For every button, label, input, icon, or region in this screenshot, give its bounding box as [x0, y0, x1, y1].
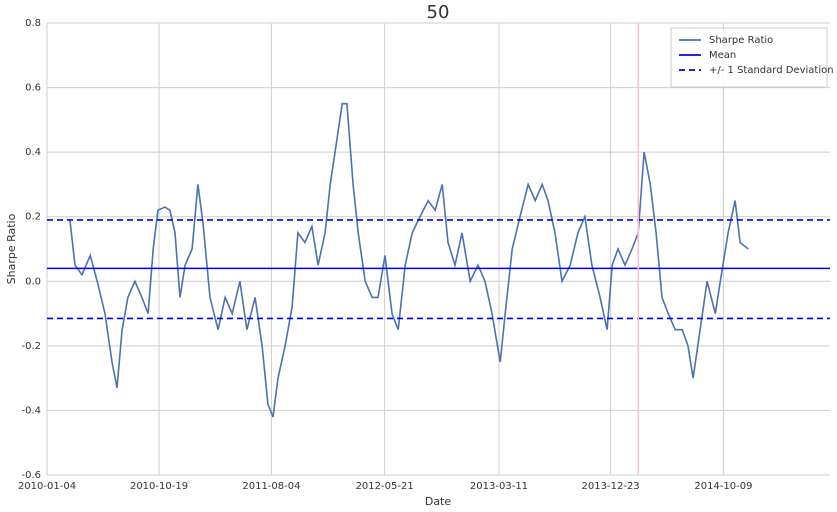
legend-box	[670, 27, 828, 88]
legend-label: Mean	[709, 50, 736, 61]
y-tick-label: 0.8	[25, 18, 41, 29]
x-tick-label: 2011-08-04	[242, 481, 300, 492]
y-tick-label: -0.2	[21, 341, 41, 352]
x-axis-label: Date	[425, 495, 452, 508]
chart-title: 50	[427, 2, 450, 23]
x-tick-label: 2013-12-23	[582, 481, 640, 492]
y-tick-label: 0.0	[25, 276, 41, 287]
y-tick-label: 0.4	[25, 147, 41, 158]
y-tick-label: -0.6	[21, 470, 41, 481]
data-line	[69, 102, 749, 418]
x-tick-label: 2010-01-04	[18, 481, 76, 492]
x-tick-label: 2010-10-19	[130, 481, 188, 492]
y-tick-label: 0.6	[25, 83, 41, 94]
y-tick-label: 0.2	[25, 212, 41, 223]
legend: Sharpe Ratio Mean +/- 1 Standard Deviation	[670, 27, 834, 88]
y-tick-label: -0.4	[21, 405, 41, 416]
y-axis-label: Sharpe Ratio	[5, 213, 18, 284]
x-tick-label: 2014-10-09	[694, 481, 752, 492]
legend-label: +/- 1 Standard Deviation	[709, 65, 834, 76]
legend-label: Sharpe Ratio	[709, 35, 773, 46]
x-tick-label: 2013-03-11	[470, 481, 528, 492]
x-tick-label: 2012-05-21	[356, 481, 414, 492]
